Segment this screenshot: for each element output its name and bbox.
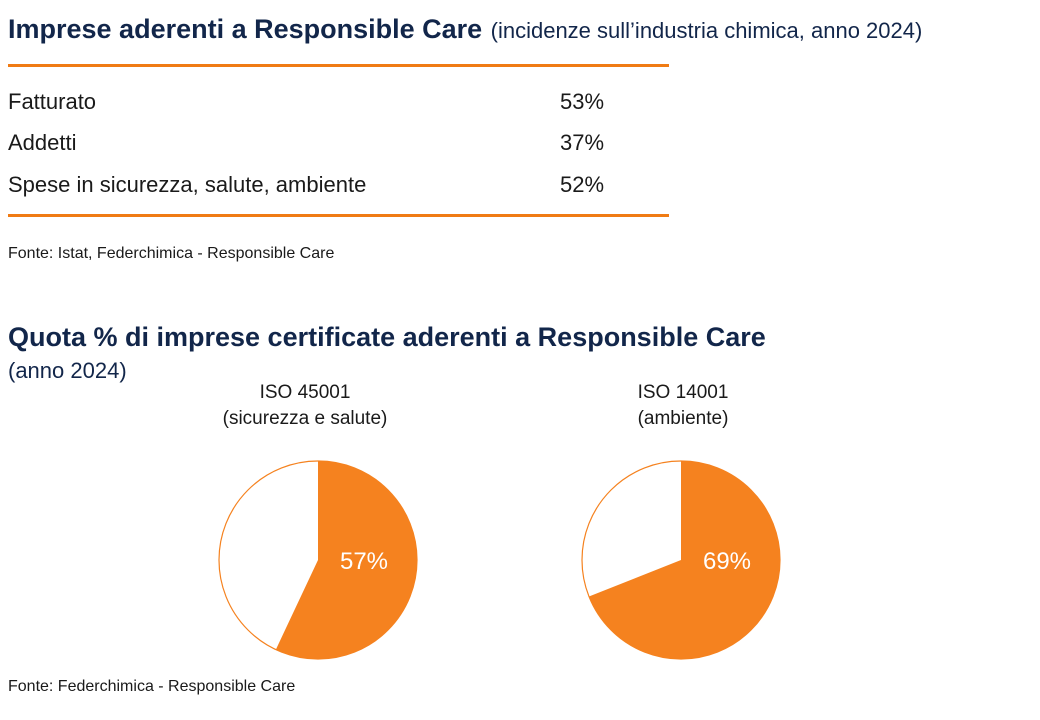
pie-2-title-line1: ISO 14001 [637,382,729,403]
pie-1-title-line2: (sicurezza e salute) [222,408,388,429]
table-title-subtitle: (incidenze sull’industria chimica, anno … [490,18,923,43]
pie-1-title-line1: ISO 45001 [259,382,351,403]
row-label-spese: Spese in sicurezza, salute, ambiente [8,172,367,197]
pie-chart-iso-45001: 57% [218,460,418,660]
row-label-addetti: Addetti [8,130,77,155]
pie-1-title: ISO 45001 (sicurezza e salute) [175,380,435,432]
pie-2-title: ISO 14001 (ambiente) [553,380,813,432]
pie-data-label: 57% [340,548,388,575]
table-title: Imprese aderenti a Responsible Care (inc… [8,14,922,45]
row-value-fatturato: 53% [560,89,605,114]
table-top-rule [8,64,669,67]
pie-section-title: Quota % di imprese certificate aderenti … [8,322,766,352]
pie-chart-iso-14001: 69% [581,460,781,660]
pie-2-title-line2: (ambiente) [637,408,729,429]
table-bottom-rule [8,214,669,217]
row-value-spese: 52% [560,172,605,197]
pie-data-label: 69% [703,548,751,575]
pie-source: Fonte: Federchimica - Responsible Care [8,678,296,695]
pie-slice-value [275,461,417,659]
table-source: Fonte: Istat, Federchimica - Responsible… [8,245,335,262]
row-value-addetti: 37% [560,130,605,155]
pie-section-subtitle: (anno 2024) [8,358,127,383]
row-label-fatturato: Fatturato [8,89,97,114]
table-title-main: Imprese aderenti a Responsible Care [8,14,483,44]
pie-slice-value [588,461,780,659]
